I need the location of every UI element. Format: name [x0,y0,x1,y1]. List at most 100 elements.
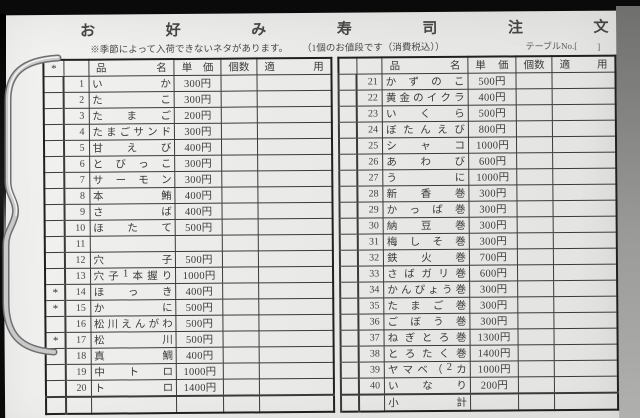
item-price-cell [175,235,223,252]
quantity-cell [221,202,259,220]
quantity-cell [518,328,555,345]
quantity-cell [221,154,258,172]
item-number-cell: 25 [357,137,383,155]
quantity-cell [221,122,258,140]
item-number-cell: 11 [65,236,90,253]
item-price-cell: 400円 [175,187,222,204]
notes-cell [552,152,617,169]
item-number-cell: 10 [64,220,90,237]
spacer-cell [339,122,358,139]
item-name-cell: たまご巻 [383,297,470,314]
item-number-cell: 14 [65,284,91,301]
notes-cell [552,72,616,89]
item-name-cell: かに [90,299,177,317]
quantity-cell [517,200,554,217]
item-price-cell: 1400円 [470,344,519,362]
notes-cell [554,312,618,329]
quantity-cell [222,298,259,316]
unit-price-column-header: 単価 [467,56,517,74]
notes-cell [552,120,616,137]
table-number-label: テーブルNo.[ [525,40,578,52]
item-number-cell: 30 [357,217,384,235]
item-price-cell: 500円 [175,219,223,236]
item-number-cell: 28 [357,185,384,203]
notes-cell [554,376,618,394]
spacer-cell [340,330,359,347]
spacer-cell [340,234,358,251]
item-price-cell: 1000円 [175,267,223,284]
item-price-cell: 1000円 [470,360,519,378]
spacer-cell [338,74,357,91]
item-name-cell: 梅しそ巻 [383,233,470,250]
quantity-cell [222,266,259,284]
notes-cell [553,184,617,201]
notes-cell [258,234,334,251]
notes-cell [259,362,335,379]
notes-column-header: 適用 [552,55,616,73]
spacer-cell [340,250,359,267]
item-name-cell: サーモン [89,171,176,189]
item-price-cell: 500円 [176,315,223,332]
item-price-cell: 300円 [469,232,518,250]
item-price-cell: 300円 [174,155,222,172]
item-name-cell: さばガリ巻 [383,265,470,282]
notes-cell [258,266,334,283]
item-number-cell: 21 [356,73,383,91]
item-price-cell: 300円 [469,312,519,330]
item-price-cell: 300円 [469,216,518,234]
quantity-cell [223,346,260,364]
item-price-cell: 500円 [176,299,223,316]
item-number-cell [66,396,92,414]
quantity-cell [221,186,258,204]
item-name-cell: いなり [384,377,471,395]
quantity-cell [517,280,554,297]
item-number-cell: 34 [358,281,384,299]
item-number-cell: 26 [357,153,383,171]
item-number-cell: 16 [65,316,91,333]
notes-cell [553,248,617,265]
menu-table-left: * 品名 単価 個数 適用 1 いか 300円 2 たこ 300円 3 たまご 200円 4 たまご… [42,56,336,416]
item-price-cell: 500円 [175,251,223,268]
item-name-cell: 新香巻 [382,185,469,202]
item-number-cell: 15 [65,300,91,317]
item-number-cell: 39 [358,361,385,379]
item-name-cell: とろたく巻 [384,345,471,362]
spacer-cell [341,378,360,395]
item-name-cell: 真鯛 [90,347,177,365]
notes-cell [257,90,332,107]
item-price-cell: 1300円 [469,328,519,346]
notes-cell [554,328,618,345]
table-number-bracket-close: ] [597,41,601,52]
item-number-cell: 7 [64,172,90,189]
quantity-cell [516,120,553,137]
menu-row: 小計 [341,392,619,412]
item-number-cell: 23 [356,105,383,123]
item-number-cell: 13 [65,268,91,285]
notes-cell [258,314,334,331]
item-name-cell: いか [88,75,175,93]
item-number-cell: 29 [357,201,384,219]
notes-cell [552,136,617,153]
item-number-cell: 18 [65,348,91,365]
quantity-cell [221,170,258,188]
item-name-cell: ごぼう巻 [383,313,470,330]
spacer-cell [341,394,360,412]
item-name-cell: 穴子 [89,251,176,269]
item-name-cell: ねぎとろ巻 [384,329,471,346]
item-name-cell: 甘えび [88,139,175,157]
page-title: お好み寿司注文票 [80,19,609,40]
spacer-cell [339,154,358,171]
notes-cell [257,170,333,187]
notes-cell [259,346,335,363]
item-price-cell: 200円 [174,107,222,124]
quantity-cell [516,136,553,153]
item-price-cell: 1000円 [468,136,517,154]
quantity-column-header: 個数 [516,56,553,73]
notes-cell [257,106,333,123]
item-number-cell: 24 [356,121,383,139]
spacer-cell [339,202,358,219]
item-price-cell: 400円 [175,283,223,300]
notes-cell [258,250,334,267]
notes-cell [256,74,332,91]
